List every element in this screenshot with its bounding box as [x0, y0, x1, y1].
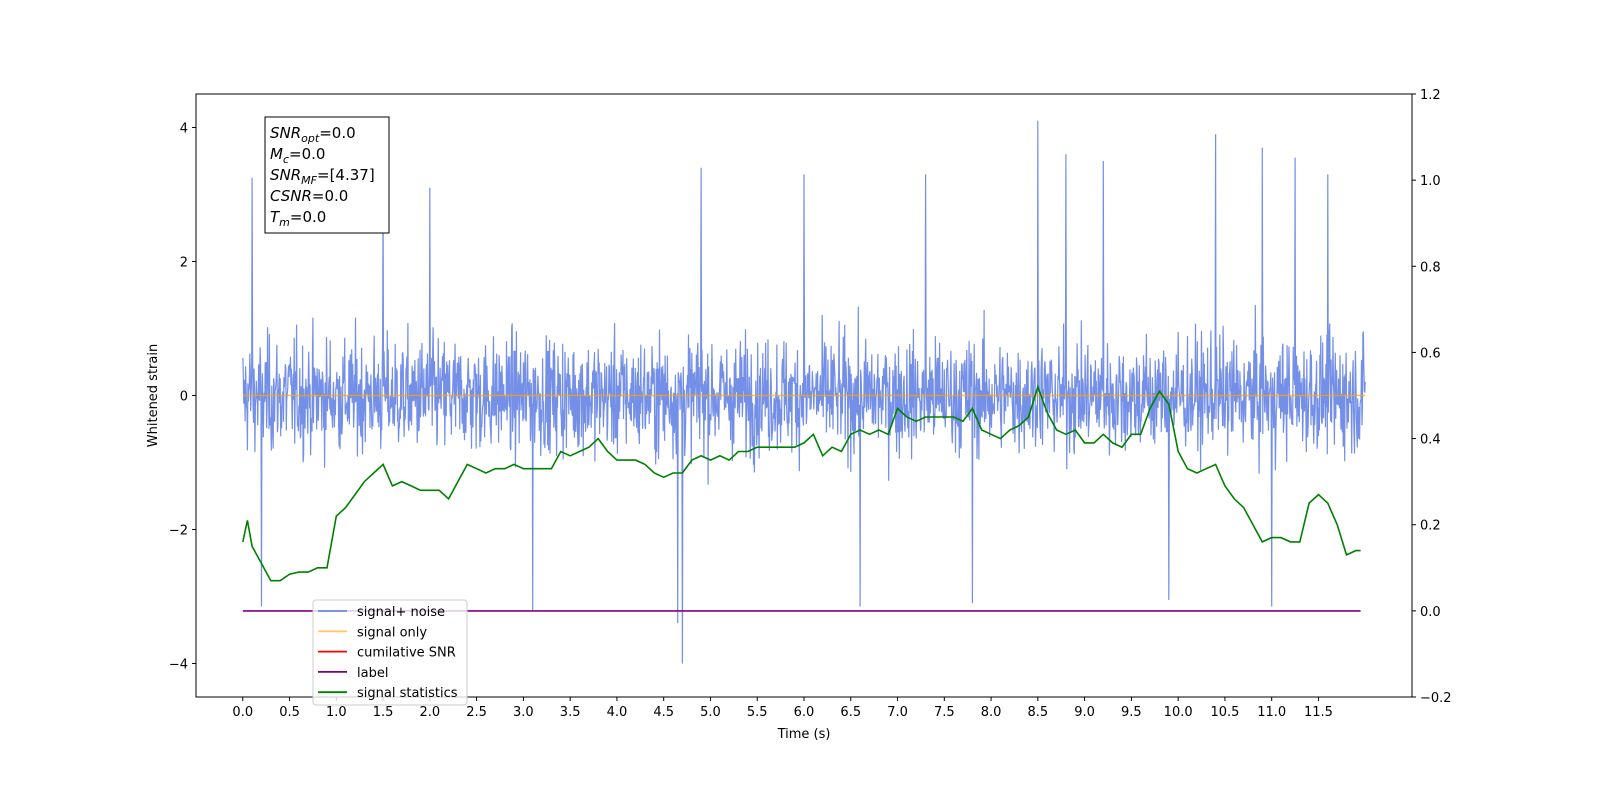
y-tick-label: −2	[169, 524, 188, 539]
x-tick-label: 2.0	[420, 705, 441, 720]
x-tick-label: 10.5	[1210, 705, 1239, 720]
series-line-signal-statistics	[242, 384, 1361, 582]
y2-tick-label: 0.2	[1420, 519, 1441, 534]
x-tick-label: 0.5	[279, 705, 300, 720]
x-tick-label: 0.0	[232, 705, 253, 720]
signal-noise-series	[242, 120, 1366, 664]
x-axis-label: Time (s)	[777, 727, 831, 742]
x-tick-label: 2.5	[466, 705, 487, 720]
x-tick-label: 3.5	[560, 705, 581, 720]
x-tick-label: 3.0	[513, 705, 534, 720]
x-tick-label: 8.5	[1028, 705, 1049, 720]
x-tick-label: 7.5	[934, 705, 955, 720]
x-tick-label: 11.5	[1304, 705, 1333, 720]
x-tick-label: 9.0	[1074, 705, 1095, 720]
x-tick-label: 6.5	[840, 705, 861, 720]
x-tick-label: 11.0	[1257, 705, 1286, 720]
legend: signal+ noise signal only cumilative SNR la…	[312, 599, 468, 706]
y2-tick-label: 0.0	[1420, 605, 1441, 620]
y2-tick-label: 1.2	[1420, 88, 1441, 103]
x-tick-label: 1.0	[326, 705, 347, 720]
y-tick-label: 4	[180, 122, 188, 137]
annotation-line: Mc=0.0	[270, 145, 325, 166]
legend-box	[312, 599, 468, 706]
x-tick-label: 5.5	[747, 705, 768, 720]
x-tick-label: 8.0	[981, 705, 1002, 720]
y2-tick-label: 0.4	[1420, 433, 1441, 448]
y-tick-label: 0	[180, 390, 188, 405]
legend-entry-label: label	[357, 666, 388, 681]
series-line-signal-plus-noise	[242, 120, 1366, 664]
annotation-line: SNRopt=0.0	[270, 124, 356, 145]
x-tick-label: 9.5	[1121, 705, 1142, 720]
annotation-line: SNRMF=[4.37]	[270, 166, 375, 187]
y-axis-label: Whitened strain	[146, 344, 161, 447]
x-tick-label: 4.5	[653, 705, 674, 720]
y-tick-label: −4	[169, 658, 188, 673]
legend-entry-label: signal statistics	[357, 686, 458, 701]
x-tick-label: 7.0	[887, 705, 908, 720]
y2-tick-label: 0.8	[1420, 260, 1441, 275]
y-tick-label: 2	[180, 256, 188, 271]
annotation-line: CSNR=0.0	[270, 187, 348, 205]
legend-entry-label: cumilative SNR	[357, 646, 456, 661]
y2-tick-label: 1.0	[1420, 174, 1441, 189]
y2-tick-label: −0.2	[1420, 691, 1452, 706]
y-axis-left: −4 −2 0 2 4	[169, 122, 196, 673]
x-tick-label: 4.0	[607, 705, 628, 720]
x-axis: 0.0 0.5 1.0 1.5 2.0 2.5 3.0 3.5 4.0 4.5 5.0 5.5 6.0 6…	[232, 697, 1333, 720]
x-tick-label: 5.0	[700, 705, 721, 720]
x-tick-label: 6.0	[794, 705, 815, 720]
annotation-line: Tm=0.0	[270, 208, 326, 229]
x-tick-label: 1.5	[373, 705, 394, 720]
y-axis-right: −0.2 0.0 0.2 0.4 0.6 0.8 1.0 1.2	[1412, 88, 1452, 706]
legend-entry-label: signal only	[357, 625, 427, 640]
x-tick-label: 10.0	[1164, 705, 1193, 720]
legend-entry-label: signal+ noise	[357, 605, 445, 620]
y2-tick-label: 0.6	[1420, 346, 1441, 361]
